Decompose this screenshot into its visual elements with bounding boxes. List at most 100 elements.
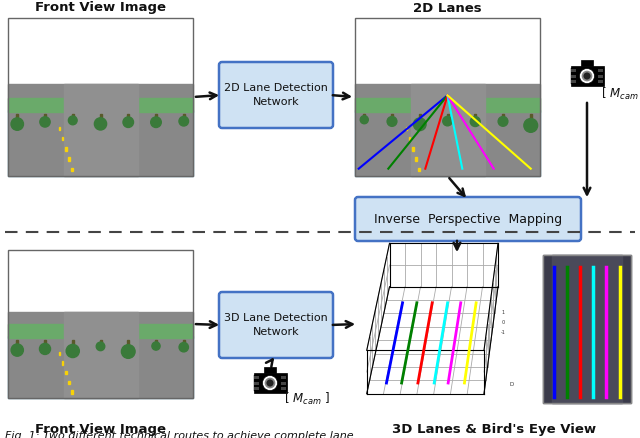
Circle shape	[13, 116, 22, 125]
Circle shape	[265, 378, 275, 389]
Circle shape	[579, 68, 595, 84]
Bar	[72, 340, 74, 350]
Bar	[63, 312, 138, 398]
Bar	[8, 312, 193, 398]
Bar	[8, 250, 193, 398]
Circle shape	[262, 375, 278, 391]
Bar	[99, 113, 102, 125]
FancyBboxPatch shape	[219, 62, 333, 128]
Bar	[598, 68, 604, 84]
Text: Front View Image: Front View Image	[35, 1, 166, 14]
Circle shape	[150, 118, 163, 131]
Text: 3D Lanes & Bird's Eye View: 3D Lanes & Bird's Eye View	[392, 424, 596, 437]
Bar	[16, 113, 19, 123]
FancyBboxPatch shape	[219, 292, 333, 358]
Bar	[281, 388, 286, 390]
Bar	[474, 113, 476, 126]
Bar	[355, 18, 540, 176]
Bar	[253, 373, 287, 393]
Circle shape	[68, 116, 77, 124]
Bar	[281, 375, 286, 378]
Bar	[281, 381, 286, 385]
Bar	[8, 85, 193, 176]
Bar	[412, 147, 413, 151]
Bar	[8, 98, 193, 112]
Text: 3D Lane Detection
Network: 3D Lane Detection Network	[224, 314, 328, 336]
Bar	[68, 157, 70, 161]
Text: 2D Lanes: 2D Lanes	[413, 1, 482, 14]
Bar	[72, 390, 73, 394]
Bar	[68, 381, 70, 384]
Bar	[598, 74, 603, 78]
Circle shape	[526, 116, 535, 125]
Bar	[571, 81, 576, 84]
Bar	[264, 367, 276, 373]
Bar	[447, 113, 449, 123]
Bar	[254, 388, 259, 390]
Bar	[355, 110, 540, 176]
Bar	[552, 255, 622, 403]
Circle shape	[40, 343, 51, 354]
Bar	[62, 361, 63, 365]
Bar	[72, 168, 73, 171]
Circle shape	[95, 117, 106, 128]
Circle shape	[358, 118, 371, 131]
Circle shape	[12, 343, 22, 353]
Circle shape	[414, 117, 426, 129]
Bar	[543, 255, 631, 403]
Text: Inverse  Perspective  Mapping: Inverse Perspective Mapping	[374, 212, 562, 226]
Text: Fig. 1: Two different technical routes to achieve complete lane: Fig. 1: Two different technical routes t…	[5, 431, 354, 438]
Bar	[282, 375, 287, 391]
Bar	[155, 340, 157, 351]
Circle shape	[38, 118, 52, 131]
Bar	[253, 375, 259, 391]
Bar	[571, 74, 576, 78]
Bar	[99, 340, 102, 352]
Bar	[183, 340, 185, 349]
Circle shape	[179, 343, 188, 352]
Bar	[581, 60, 593, 66]
Bar	[364, 113, 365, 127]
Bar	[410, 85, 484, 176]
Circle shape	[94, 344, 107, 356]
Bar	[65, 147, 67, 151]
Bar	[59, 127, 60, 130]
Circle shape	[179, 116, 188, 125]
Bar	[8, 324, 193, 338]
Bar	[502, 113, 504, 127]
Circle shape	[584, 72, 591, 80]
Circle shape	[582, 71, 593, 81]
Bar	[254, 381, 259, 385]
Circle shape	[68, 343, 78, 353]
Bar	[598, 69, 603, 71]
Text: $[\ M_{cam}\ ]$: $[\ M_{cam}\ ]$	[284, 391, 330, 407]
Bar	[183, 113, 185, 123]
Bar	[406, 127, 407, 130]
Bar	[570, 66, 604, 86]
Bar	[543, 255, 631, 403]
Circle shape	[497, 118, 509, 131]
Bar	[127, 113, 129, 127]
Bar	[419, 113, 420, 125]
FancyBboxPatch shape	[355, 197, 581, 241]
Bar	[72, 113, 74, 122]
Bar	[59, 352, 60, 355]
Circle shape	[266, 379, 273, 387]
Bar	[8, 18, 193, 176]
Bar	[391, 113, 393, 125]
Bar	[409, 137, 410, 141]
Text: 1
0
-1: 1 0 -1	[501, 310, 506, 335]
Bar	[44, 340, 46, 351]
Bar	[419, 168, 420, 171]
Bar	[127, 340, 129, 353]
Bar	[355, 98, 540, 112]
Circle shape	[469, 118, 481, 131]
Bar	[355, 85, 540, 176]
Bar	[62, 137, 63, 141]
Bar	[571, 69, 576, 71]
Circle shape	[122, 118, 135, 131]
Circle shape	[122, 344, 134, 357]
Bar	[254, 375, 259, 378]
Text: Front View Image: Front View Image	[35, 424, 166, 437]
Text: 2D Lane Detection
Network: 2D Lane Detection Network	[224, 83, 328, 106]
